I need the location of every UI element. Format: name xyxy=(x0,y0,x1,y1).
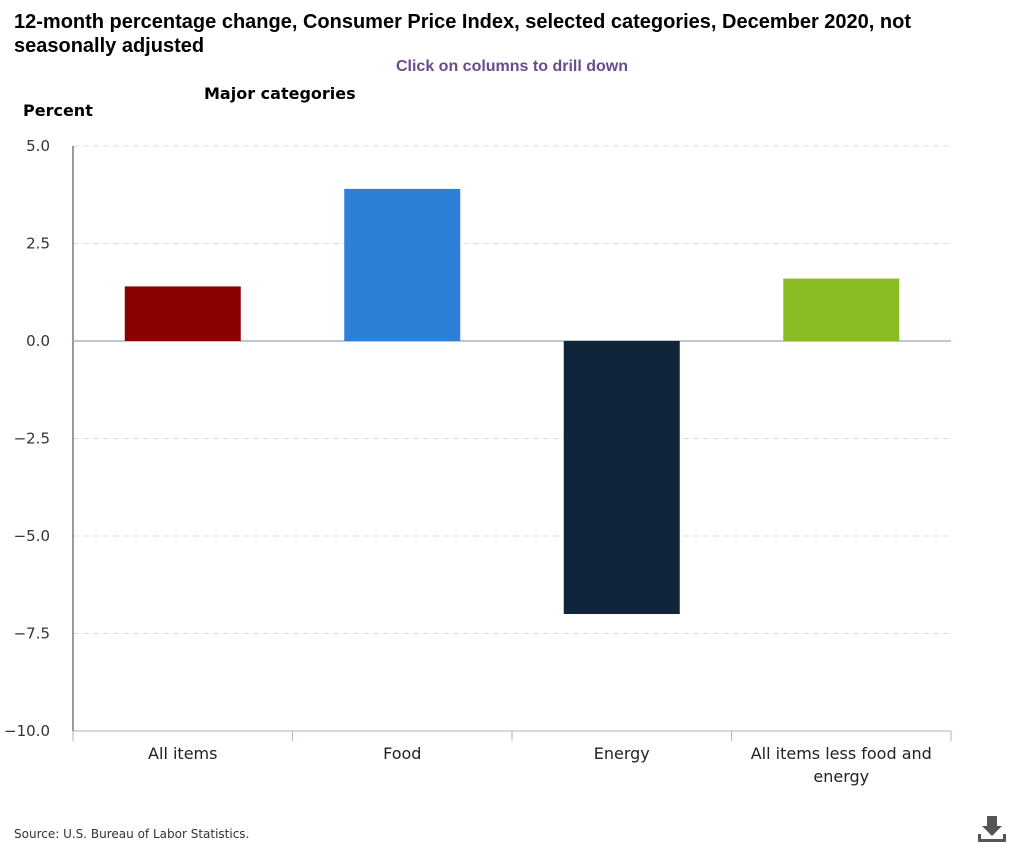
bar-all-items-less-food-and-energy[interactable] xyxy=(783,278,900,341)
x-category-label: Energy xyxy=(594,744,650,763)
x-category-label: All items less food and xyxy=(751,744,932,763)
bar-food[interactable] xyxy=(344,188,461,341)
y-tick-label: −10.0 xyxy=(4,722,50,740)
y-tick-label: 2.5 xyxy=(26,235,50,253)
y-tick-label: −7.5 xyxy=(14,625,50,643)
y-axis-title: Percent xyxy=(23,101,93,120)
chart-plot-area: 5.0 2.5 0.0 −2.5 −5.0 −7.5 −10.0 All items Food E… xyxy=(4,137,952,786)
y-tick-label: 0.0 xyxy=(26,332,50,350)
x-category-label: energy xyxy=(813,767,869,786)
drilldown-breadcrumb: Major categories xyxy=(204,84,356,103)
y-tick-label: 5.0 xyxy=(26,137,50,155)
x-category-label: All items xyxy=(148,744,217,763)
chart-subtitle: Click on columns to drill down xyxy=(395,58,628,75)
bar-energy[interactable] xyxy=(563,341,680,614)
bar-all-items[interactable] xyxy=(124,286,241,341)
x-category-label: Food xyxy=(383,744,421,763)
y-tick-label: −5.0 xyxy=(14,527,50,545)
chart-title: 12-month percentage change, Consumer Pri… xyxy=(14,11,911,57)
y-tick-label: −2.5 xyxy=(14,430,50,448)
download-icon[interactable] xyxy=(976,812,1008,844)
source-note: Source: U.S. Bureau of Labor Statistics. xyxy=(14,827,250,841)
